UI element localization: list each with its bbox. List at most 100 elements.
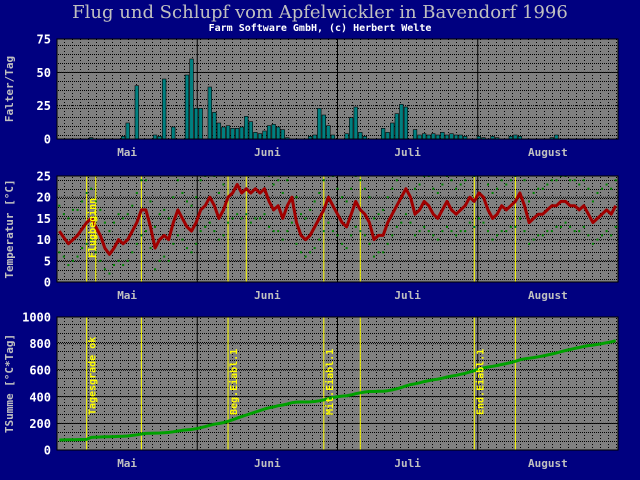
temperature-dot — [62, 255, 65, 258]
temperature-dot — [195, 196, 198, 199]
temperature-dot — [158, 213, 161, 216]
bar — [89, 137, 94, 139]
temperature-dot — [300, 251, 303, 254]
temperature-dot — [382, 208, 385, 211]
bar — [453, 134, 459, 139]
temperature-dot — [578, 230, 581, 233]
bar — [481, 137, 486, 139]
y-tick-label: 25 — [37, 170, 51, 184]
bar — [412, 129, 418, 139]
temperature-dot — [409, 221, 412, 224]
bar — [125, 122, 130, 139]
temperature-dot — [94, 200, 97, 203]
series-line — [59, 339, 617, 442]
temperature-dot — [295, 242, 298, 245]
bar — [349, 117, 354, 139]
temperature-dot — [108, 230, 111, 233]
temperature-dot — [76, 208, 79, 211]
month-label: Mai — [117, 457, 137, 470]
temperature-dot — [350, 187, 353, 190]
temperature-dot — [154, 268, 157, 271]
month-label: August — [528, 289, 568, 302]
temperature-dot — [377, 251, 380, 254]
temperature-dot — [436, 191, 439, 194]
bar — [330, 134, 336, 139]
temperature-dot — [113, 221, 116, 224]
month-label: Mai — [117, 289, 137, 302]
bar — [244, 116, 249, 139]
bar — [253, 132, 258, 139]
temperature-dot — [573, 179, 576, 182]
temperature-dot — [359, 230, 362, 233]
temperature-dot — [163, 208, 166, 211]
temperature-dot — [222, 234, 225, 237]
plot-frame — [56, 38, 619, 140]
temperature-dot — [496, 234, 499, 237]
y-tick-label: 0 — [44, 133, 51, 147]
temperature-dot — [258, 217, 261, 220]
temperature-dot — [140, 179, 143, 182]
temperature-dot — [149, 247, 152, 250]
temperature-dot — [286, 179, 289, 182]
temperature-dot — [341, 242, 344, 245]
temperature-dot — [614, 225, 617, 228]
temperature-dot — [514, 225, 517, 228]
bar — [495, 137, 500, 139]
bar — [221, 126, 226, 139]
month-label: Juni — [254, 289, 281, 302]
temperature-dot — [268, 225, 271, 228]
temperature-dot — [445, 225, 448, 228]
bar — [458, 134, 463, 139]
y-tick-label: 50 — [37, 66, 51, 80]
bar — [171, 126, 176, 139]
bar — [189, 58, 194, 139]
temperature-dot — [528, 242, 531, 245]
temperature-dot — [131, 251, 134, 254]
temperature-dot — [464, 179, 467, 182]
temperature-dot — [546, 230, 549, 233]
bar — [390, 122, 395, 139]
y-tick-label: 0 — [44, 276, 51, 290]
temperature-dot — [477, 217, 480, 220]
temperature-dot — [569, 179, 572, 182]
temperature-dot — [541, 187, 544, 190]
temperature-dot — [441, 230, 444, 233]
bar — [266, 125, 272, 139]
temperature-dot — [99, 208, 102, 211]
temperature-dot — [90, 238, 93, 241]
temperature-dot — [281, 238, 284, 241]
temperature-dot — [281, 191, 284, 194]
bar — [257, 133, 263, 139]
temperature-dot — [309, 208, 312, 211]
temperature-dot — [601, 234, 604, 237]
y-axis-label: Temperatur [°C] — [3, 179, 16, 278]
bar — [280, 129, 285, 139]
temperature-dot — [573, 230, 576, 233]
temperature-dot — [450, 179, 453, 182]
temperature-dot — [500, 230, 503, 233]
event-label: Beg.Eiabl.1 — [228, 349, 240, 415]
temperature-dot — [113, 264, 116, 267]
temperature-dot — [263, 213, 266, 216]
temperature-dot — [473, 225, 476, 228]
temperature-dot — [368, 242, 371, 245]
temperature-dot — [245, 213, 248, 216]
temperature-dot — [85, 191, 88, 194]
temperature-dot — [336, 234, 339, 237]
temperature-dot — [505, 230, 508, 233]
temperature-dot — [300, 213, 303, 216]
temperature-dot — [172, 196, 175, 199]
temperature-dot — [313, 247, 316, 250]
bar — [380, 128, 386, 139]
temperature-dot — [99, 259, 102, 262]
temperature-dot — [236, 213, 239, 216]
bar — [216, 122, 222, 139]
temperature-dot — [368, 196, 371, 199]
temperature-dot — [213, 230, 216, 233]
bar — [422, 133, 427, 139]
temperature-dot — [181, 191, 184, 194]
temperature-dot — [103, 221, 106, 224]
bar — [344, 133, 349, 139]
temperature-dot — [172, 242, 175, 245]
temperature-dot — [71, 208, 74, 211]
